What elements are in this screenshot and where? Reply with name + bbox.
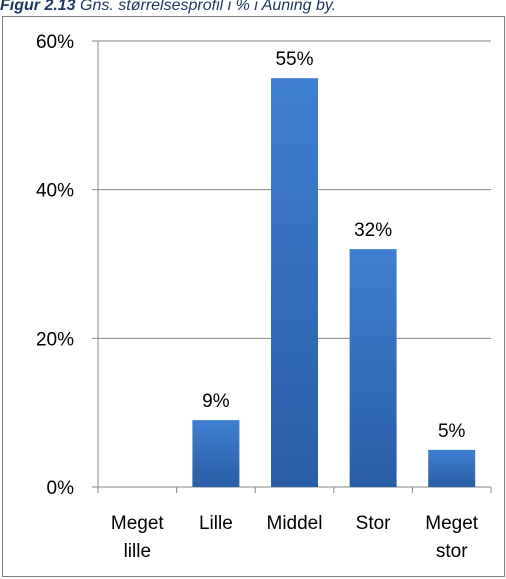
bar xyxy=(428,449,476,487)
x-category-label: Meget stor xyxy=(425,513,479,562)
x-category-label-line: lille xyxy=(124,541,151,562)
x-category-label-line: Lille xyxy=(199,513,233,534)
bar xyxy=(271,78,318,488)
x-category-label: Middel xyxy=(267,513,323,534)
x-category-label: Lille xyxy=(199,513,233,534)
figure-caption: Figur 2.13 Gns. størrelsesprofil i % i A… xyxy=(0,0,336,15)
y-tick-label: 60% xyxy=(36,32,74,53)
x-category-label-line: Meget xyxy=(425,513,479,534)
data-label: 55% xyxy=(275,49,313,70)
y-tick-label: 0% xyxy=(47,478,75,499)
bars xyxy=(192,78,476,488)
data-label: 32% xyxy=(354,220,392,241)
x-category-label: Meget lille xyxy=(111,513,165,562)
y-tick-label: 20% xyxy=(36,329,74,350)
x-category-label-line: stor xyxy=(436,541,468,562)
chart-frame xyxy=(2,16,505,577)
bar xyxy=(349,249,397,487)
figure-caption-text: Gns. størrelsesprofil i % i Auning by. xyxy=(80,0,337,14)
bar xyxy=(192,420,240,487)
x-category-label-line: Meget xyxy=(111,513,165,534)
x-category-label: Stor xyxy=(356,513,392,534)
x-category-label-line: Stor xyxy=(356,513,392,534)
data-label: 5% xyxy=(438,421,466,442)
x-category-label-line: Middel xyxy=(267,513,323,534)
y-tick-label: 40% xyxy=(36,181,74,202)
data-label: 9% xyxy=(202,391,230,412)
labels: 0% 20% 40% 60% Meget lille 9% Lille 55% Middel 32%… xyxy=(36,32,479,562)
figure-number: Figur 2.13 xyxy=(0,0,76,14)
